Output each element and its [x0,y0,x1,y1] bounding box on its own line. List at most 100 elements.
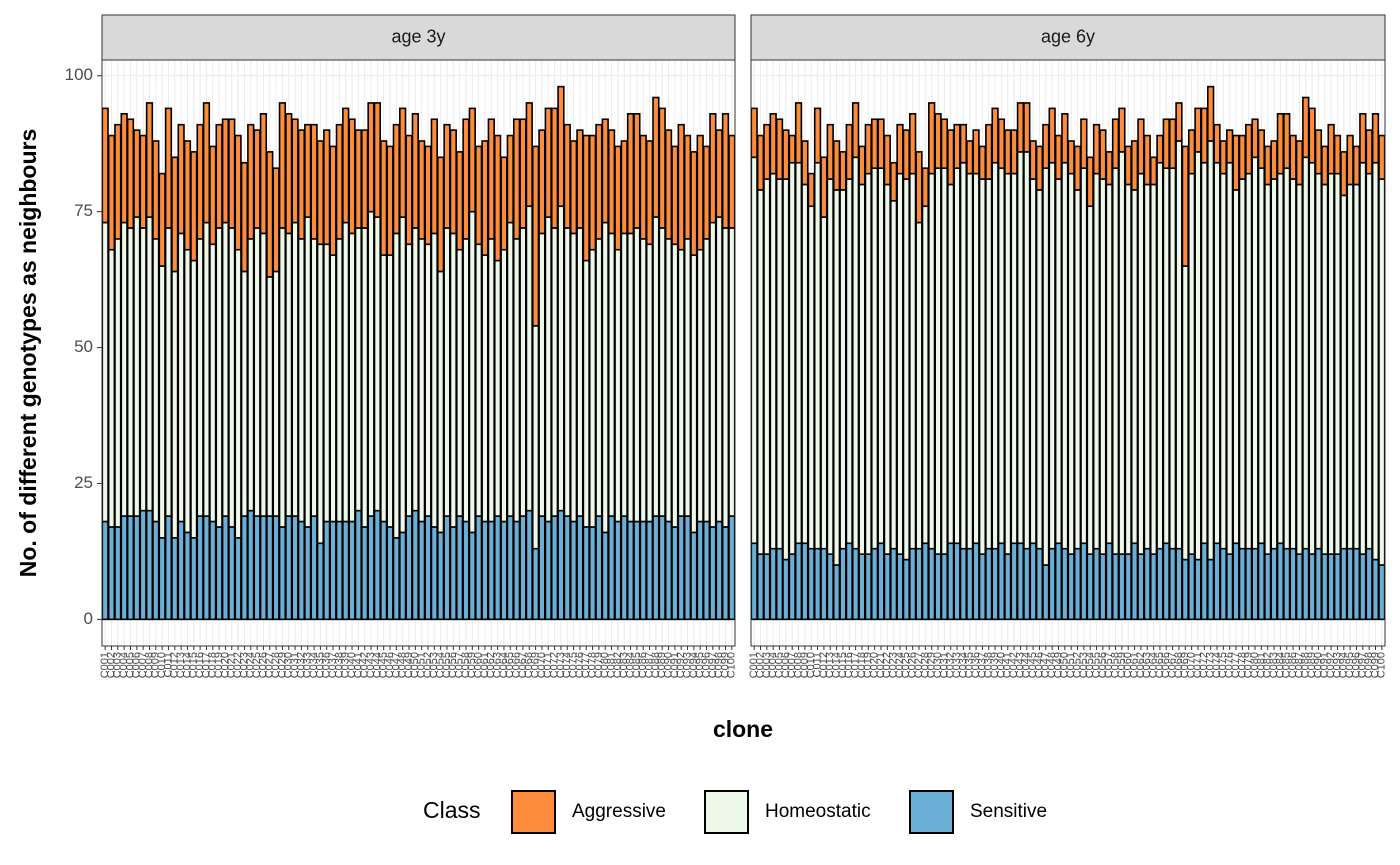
bar-segment [506,134,514,224]
x-tick-label: C013 [175,652,187,678]
bar-segment [1035,145,1044,191]
bar-segment [1314,547,1323,621]
bar-segment [1175,102,1183,142]
x-tick-label: C068 [1173,652,1185,678]
bar-segment [120,113,128,224]
bar-segment [411,227,419,512]
bar-segment [291,221,299,517]
bar-segment [126,227,135,517]
bar-segment [782,558,790,621]
bar-segment [1029,140,1037,180]
bar-segment [851,547,860,621]
x-tick-label: C057 [1103,652,1115,678]
bar-segment [190,537,198,621]
bar-segment [889,161,898,202]
bar-segment [1048,107,1056,164]
bar-segment [620,515,628,621]
bar-segment [304,526,312,621]
bar-segment [101,520,109,621]
x-tick-label: C087 [1293,652,1305,678]
x-tick-label: C073 [555,652,567,678]
bar-segment [775,118,784,180]
x-tick-label: C026 [907,652,919,678]
bar-segment [525,509,533,621]
bar-segment [763,123,771,180]
bar-segment [202,102,211,224]
x-tick-label: C100 [726,652,738,678]
bar-segment [921,205,930,545]
x-tick-label: C003 [761,652,773,678]
bar-segment [696,520,704,621]
y-tick-label: 50 [74,337,93,356]
bar-segment [915,547,923,621]
x-tick-label: C014 [181,652,193,678]
bar-segment [221,221,230,517]
bar-segment [1099,129,1107,180]
bar-segment [196,123,204,240]
bar-segment [1302,96,1310,159]
bar-segment [1302,156,1310,550]
bar-segment [221,118,230,224]
bar-segment [455,248,464,517]
x-tick-label: C076 [1224,652,1236,678]
bar-segment [323,129,331,246]
bar-segment [1302,547,1310,621]
x-tick-label: C054 [435,652,447,678]
x-tick-label: C059 [1116,652,1128,678]
bar-segment [839,151,847,191]
bar-segment [1092,123,1101,175]
bar-segment [228,227,236,528]
bar-segment [569,140,578,235]
x-tick-label: C051 [416,652,428,678]
bar-segment [1010,542,1018,621]
bar-segment [418,520,426,621]
bar-segment [519,118,527,229]
bar-segment [978,178,987,555]
bar-segment [607,129,616,235]
x-tick-label: C052 [422,652,434,678]
bar-segment [1118,553,1126,621]
bar-segment [870,167,879,550]
bar-segment [177,520,185,621]
bar-segment [323,243,331,523]
x-tick-label: C012 [169,652,181,678]
x-tick-label: C079 [593,652,605,678]
bar-segment [813,161,822,550]
bar-segment [152,520,160,621]
x-tick-label: C048 [1046,652,1058,678]
bar-segment [1048,161,1056,550]
x-tick-label: C054 [1084,652,1096,678]
bar-segment [215,526,223,621]
bar-segment [481,520,489,621]
bar-segment [183,140,192,251]
bar-segment [247,238,255,512]
bar-segment [595,515,603,621]
bar-segment [462,118,470,240]
bar-segment [985,178,993,550]
bar-segment [1245,547,1253,621]
bar-segment [756,134,765,191]
bar-segment [1226,129,1234,164]
bar-segment [354,129,363,229]
bar-segment [588,248,597,528]
bar-segment [196,238,204,517]
bar-segment [1219,172,1227,550]
bar-segment [512,238,521,523]
bar-segment [820,156,828,218]
x-tick-label: C014 [830,652,842,678]
bar-segment [399,216,407,534]
x-tick-label: C017 [200,652,212,678]
bar-segment [519,515,527,621]
bar-segment [361,129,369,229]
bar-segment [531,145,540,327]
bar-segment [342,107,350,224]
x-tick-label: C068 [523,652,535,678]
x-tick-label: C019 [213,652,225,678]
x-tick-label: C051 [1065,652,1077,678]
bar-segment [909,172,917,550]
bar-segment [832,140,841,191]
bar-segment [991,547,999,621]
y-tick-label: 75 [74,201,93,220]
bar-segment [493,515,502,621]
bar-segment [474,515,483,621]
